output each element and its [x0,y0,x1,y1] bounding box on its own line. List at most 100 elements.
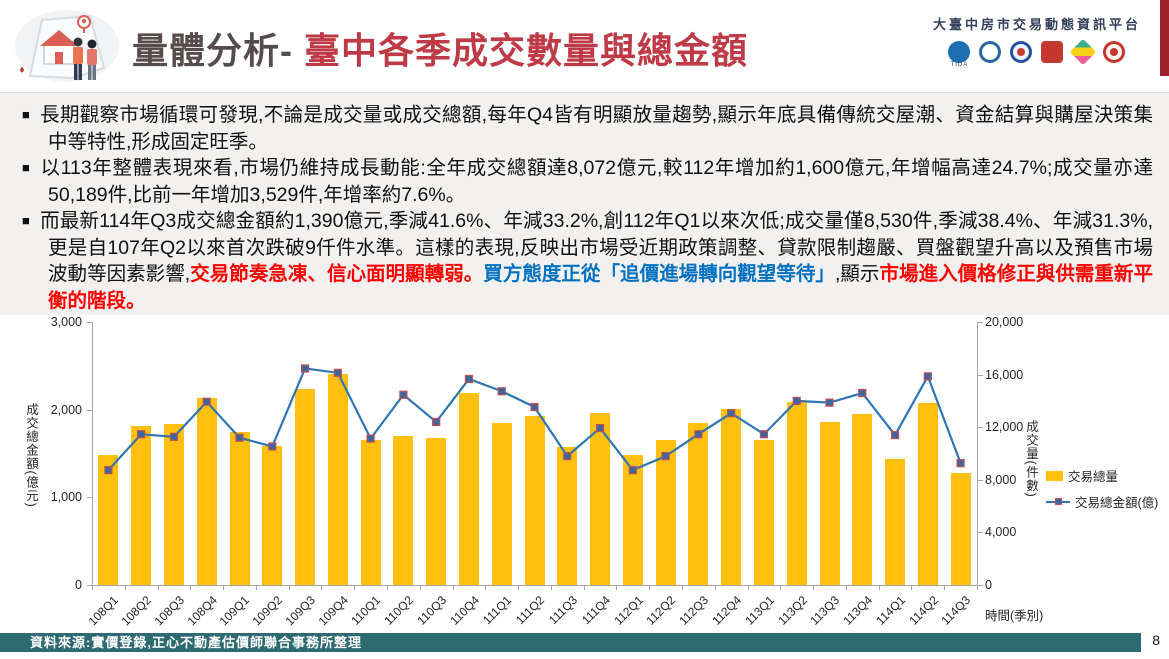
left-axis-tick [87,497,92,499]
legend-line-swatch [1046,497,1070,505]
bar-108Q2 [131,425,152,585]
x-axis-tick [124,585,126,590]
bar-110Q1 [360,440,381,585]
x-axis-tick [387,585,388,590]
x-axis-label: 110Q2 [381,593,417,628]
line-marker-113Q4 [858,388,867,398]
line-marker-110Q3 [432,417,441,427]
line-marker-111Q1 [497,387,506,396]
x-axis-line [92,585,977,586]
x-axis-label: 109Q2 [249,593,286,629]
bullet-3: ■ 而最新114年Q3成交總金額約1,390億元,季減41.6%、年減33.2%,… [22,208,1153,314]
bar-110Q4 [458,393,479,585]
bar-111Q1 [491,423,512,585]
x-axis-tick [813,585,815,590]
government-emblem-logo [1010,41,1033,63]
x-axis-label: 108Q2 [118,593,155,629]
right-axis-tick [978,427,983,429]
x-axis-tick [845,585,847,590]
bar-109Q2 [262,445,283,585]
right-axis-tick-label: 4,000 [985,525,1017,540]
x-axis-tick [944,585,946,590]
header-illustration [15,10,119,82]
legend-bar-label: 交易總量 [1068,470,1119,484]
line-marker-110Q4 [464,374,474,384]
right-axis-tick-label: 20,000 [985,315,1024,329]
bar-108Q3 [163,423,184,585]
legend-line-label: 交易總金額(億) [1075,496,1159,510]
x-axis-tick [682,585,683,590]
left-axis-line [92,322,93,585]
x-axis-tick [485,585,487,590]
x-axis-tick [550,585,552,590]
x-axis-label: 109Q3 [282,593,318,629]
tida-logo: TIDA [948,41,971,68]
page-title-prefix: 量體分析- [132,30,304,71]
left-axis-tick [87,409,92,411]
x-axis-label: 111Q3 [546,593,581,628]
left-axis-tick [87,585,92,586]
x-axis-label: 108Q4 [184,593,220,629]
bullet-3-text-2: ,顯示 [834,263,880,285]
x-axis-label: 108Q1 [85,593,122,629]
x-axis-tick [583,585,585,590]
bullet-2-text: 以113年整體表現來看,市場仍維持成長動能:全年成交總額達8,072億元,較11… [40,157,1153,206]
line-marker-113Q1 [759,430,769,439]
x-axis-tick [714,585,716,590]
bar-110Q2 [393,436,414,585]
bullet-1: ■ 長期觀察市場循環可發現,不論是成交量或成交總額,每年Q4皆有明顯放量趨勢,顯示… [22,102,1153,155]
x-axis-tick [354,585,356,590]
platform-name: 大臺中房市交易動態資訊平台 [932,17,1141,32]
x-axis-label: 112Q2 [643,593,679,628]
x-axis-label: 110Q1 [348,593,384,628]
header: 量體分析- 臺中各季成交數量與總金額 大臺中房市交易動態資訊平台 TIDA [0,0,1169,92]
red-p-logo [1041,41,1064,63]
bar-113Q1 [753,440,774,585]
x-axis-label: 108Q3 [151,593,187,629]
bullet-marker: ■ [22,213,31,228]
x-axis-label: 111Q1 [480,593,515,628]
bar-111Q2 [524,416,545,585]
x-axis-label: 113Q3 [807,593,843,628]
x-axis-label: 113Q2 [774,593,810,628]
line-marker-113Q3 [825,398,834,407]
x-axis-label: 112Q1 [610,593,646,628]
x-axis-label: 112Q4 [709,593,745,628]
bar-111Q4 [590,412,611,585]
bar-109Q4 [327,373,348,585]
right-axis-tick [978,532,983,534]
line-marker-114Q2 [923,372,932,381]
x-axis-tick [977,585,978,590]
left-axis-tick-label: 2,000 [50,402,82,417]
x-axis-label: 114Q3 [938,593,974,628]
line-marker-110Q2 [399,390,408,399]
x-axis-label: 110Q3 [414,593,450,628]
bullet-1-text: 長期觀察市場循環可發現,不論是成交量或成交總額,每年Q4皆有明顯放量趨勢,顯示年… [40,104,1153,153]
bullet-marker: ■ [22,107,31,122]
partner-logo-row: TIDA [933,38,1141,68]
chart-legend: 交易總量 交易總金額(億) [1046,466,1158,518]
left-axis-tick [87,322,92,323]
bar-114Q1 [885,459,906,585]
bar-112Q2 [655,439,676,585]
x-axis-tick [616,585,618,590]
x-axis-tick [911,585,913,590]
bar-113Q3 [819,421,840,585]
right-axis-tick [978,322,983,323]
left-axis-title: 成交總金額(億元) [24,403,38,508]
line-marker-114Q3 [956,459,965,468]
bullet-3-highlight-blue: 買方態度正從「追價進場轉向觀望等待」 [483,263,835,285]
x-axis-label: 113Q1 [742,593,777,628]
bar-114Q2 [917,402,938,585]
diamond-logo [1070,38,1097,66]
x-axis-tick [649,585,651,590]
x-axis-tick [878,585,880,590]
right-axis-tick-label: 12,000 [985,420,1024,435]
x-axis-label: 109Q4 [315,593,351,629]
source-footer: 資料來源:實價登錄,正心不動產估價師聯合事務所整理 [0,633,1141,652]
x-axis-tick [780,585,782,590]
x-axis-tick [92,585,93,590]
x-axis-label: 114Q2 [905,593,941,628]
bullet-marker: ■ [22,160,31,175]
